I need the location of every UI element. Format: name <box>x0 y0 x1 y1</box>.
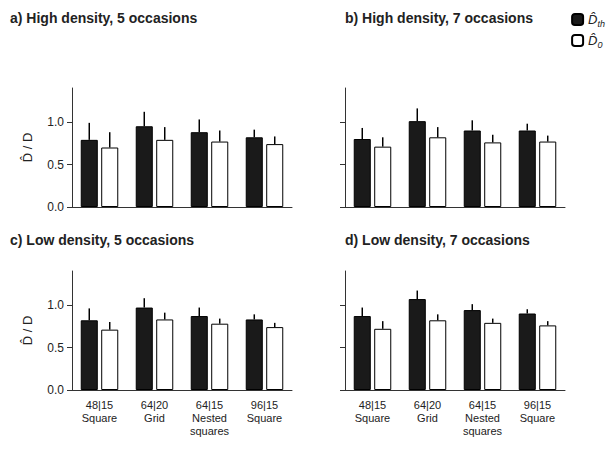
svg-text:Nested: Nested <box>192 412 227 424</box>
svg-text:1.0: 1.0 <box>47 298 64 312</box>
svg-text:64|20: 64|20 <box>414 399 441 411</box>
svg-text:0.0: 0.0 <box>47 200 64 214</box>
svg-text:D̂: D̂ <box>588 12 597 27</box>
svg-text:Square: Square <box>247 412 282 424</box>
svg-text:squares: squares <box>463 425 503 437</box>
svg-text:a) High density, 5 occasions: a) High density, 5 occasions <box>10 10 197 26</box>
svg-text:0.0: 0.0 <box>47 383 64 397</box>
svg-text:Square: Square <box>520 412 555 424</box>
svg-text:Grid: Grid <box>417 412 438 424</box>
svg-text:48|15: 48|15 <box>359 399 386 411</box>
svg-text:96|15: 96|15 <box>251 399 278 411</box>
svg-text:96|15: 96|15 <box>524 399 551 411</box>
svg-text:d) Low density, 7 occasions: d) Low density, 7 occasions <box>345 232 530 248</box>
svg-text:48|15: 48|15 <box>86 399 113 411</box>
svg-text:1.0: 1.0 <box>47 115 64 129</box>
svg-text:0.5: 0.5 <box>47 341 64 355</box>
svg-text:D̂: D̂ <box>588 33 597 48</box>
svg-text:Nested: Nested <box>465 412 500 424</box>
svg-text:squares: squares <box>190 425 230 437</box>
svg-text:64|15: 64|15 <box>196 399 223 411</box>
svg-text:Grid: Grid <box>144 412 165 424</box>
svg-text:D̂ / D: D̂ / D <box>20 133 35 163</box>
svg-text:0: 0 <box>597 40 602 50</box>
svg-text:Square: Square <box>355 412 390 424</box>
svg-text:th: th <box>597 19 605 29</box>
svg-text:c) Low density, 5 occasions: c) Low density, 5 occasions <box>10 232 194 248</box>
svg-text:b) High density, 7 occasions: b) High density, 7 occasions <box>345 10 533 26</box>
svg-text:Square: Square <box>82 412 117 424</box>
svg-text:64|15: 64|15 <box>469 399 496 411</box>
svg-text:0.5: 0.5 <box>47 158 64 172</box>
svg-text:D̂ / D: D̂ / D <box>20 316 35 346</box>
svg-text:64|20: 64|20 <box>141 399 168 411</box>
